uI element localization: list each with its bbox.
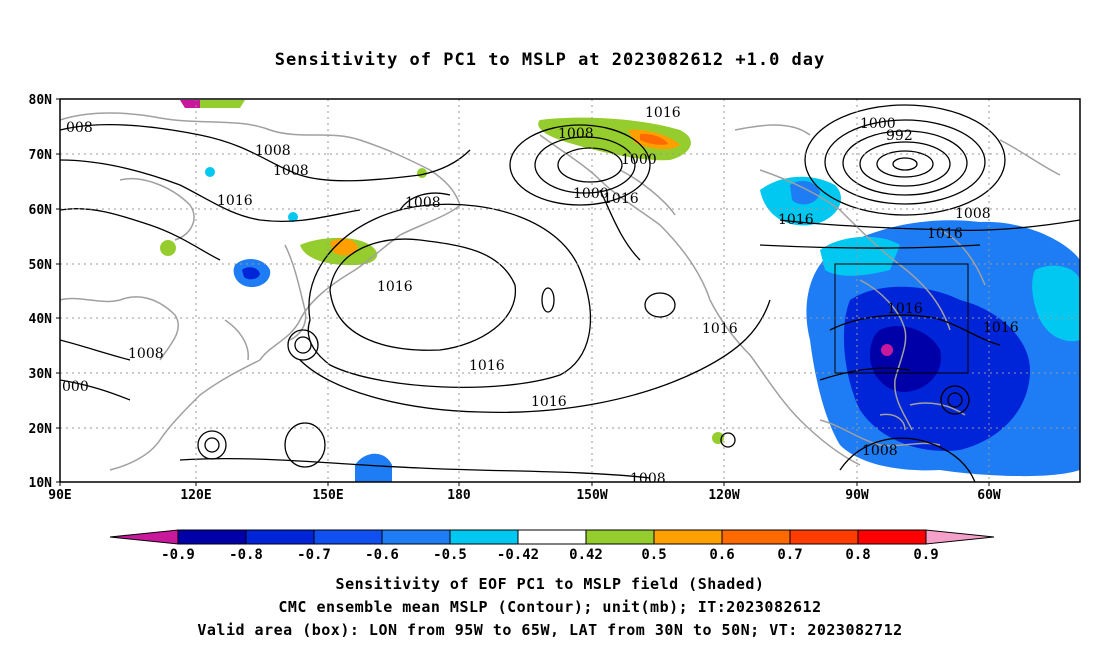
contour-label: 000 [62,379,89,395]
lat-label: 40N [29,312,53,327]
contour-label: 1016 [983,320,1019,336]
lon-label: 150E [312,488,343,503]
colorbar-tick-label: 0.7 [777,547,802,563]
colorbar-segment [381,529,451,545]
lon-label: 180 [447,488,471,503]
contour-label: 1016 [645,105,681,121]
colorbar-segment [313,529,383,545]
coastlines [60,112,1061,471]
colorbar-tick-label: -0.8 [229,547,263,563]
lon-label: 90W [845,488,869,503]
contour-label: 1000 [860,116,896,132]
contour-label: 1016 [778,212,814,228]
shading-small-blue-a [205,167,215,177]
shading-pacific-south [355,453,392,482]
colorbar-segment [449,529,519,545]
lon-label: 90E [48,488,71,503]
colorbar-tick-label: 0.42 [569,547,603,563]
shading-atlantic-edge [820,236,900,276]
contour-label: 1016 [217,193,253,209]
colorbar-tick-label: -0.42 [497,547,539,563]
contour-label: 1016 [927,226,963,242]
chart-title: Sensitivity of PC1 to MSLP at 2023082612… [274,50,826,70]
contour-label: 1016 [469,358,505,374]
colorbar-segment [653,529,723,545]
shading-small-blue-b [288,212,298,222]
contour-label: 1008 [405,195,441,211]
shading-green-spot-c [417,168,427,178]
shading-asia-core [242,267,260,280]
latitude-labels: 80N 70N 60N 50N 40N 30N 20N 10N [29,93,53,491]
shading-east-atlantic [1032,265,1080,342]
caption-valid-area: Valid area (box): LON from 95W to 65W, L… [197,621,903,639]
lon-label: 150W [576,488,607,503]
colorbar-tick-label: 0.8 [845,547,870,563]
contour-label: 1008 [862,443,898,459]
contour-label: 1000 [621,152,657,168]
contour-label: 1016 [702,321,738,337]
colorbar-tick-label: 0.9 [913,547,938,563]
lat-label: 50N [29,258,53,273]
colorbar: -0.9 -0.8 -0.7 -0.6 -0.5 -0.42 0.42 0.5 0.6 0.7 0.… [109,529,995,563]
colorbar-tick-label: -0.5 [433,547,467,563]
lat-label: 20N [29,422,53,437]
lon-label: 120E [180,488,211,503]
lat-label: 80N [29,93,53,108]
axis-ticks [56,98,990,486]
plot-frame [59,98,1081,483]
contour-label: 1008 [273,163,309,179]
contour-label: 1016 [531,394,567,410]
colorbar-segment [177,529,247,545]
contour-label: 1008 [255,143,291,159]
lon-label: 60W [977,488,1001,503]
contour-label: 1008 [558,126,594,142]
contour-label: 1016 [603,191,639,207]
shading-atlantic-deep [870,326,941,392]
contour-label-group: 008 1008 1008 1016 1008 1016 1008 1000 1… [62,105,1019,487]
pressure-contours [60,104,1080,482]
valid-area-box [834,263,969,374]
shading-labrador-core [790,180,820,205]
colorbar-tick-label: 0.5 [641,547,666,563]
colorbar-segment [517,529,587,545]
lon-label: 120W [708,488,739,503]
lat-label: 70N [29,148,53,163]
caption-shaded: Sensitivity of EOF PC1 to MSLP field (Sh… [335,575,765,593]
caption-contour: CMC ensemble mean MSLP (Contour); unit(m… [278,598,822,616]
contour-label: 992 [886,128,913,144]
lat-label: 10N [29,476,53,491]
lat-label: 30N [29,367,53,382]
contour-label: 1016 [377,279,413,295]
shading-green-spot-a [160,240,176,256]
colorbar-segment [585,529,655,545]
contour-label: 1016 [887,301,923,317]
shading-alaska-red [640,133,668,145]
colorbar-high-end [925,529,995,545]
colorbar-tick-label: 0.6 [709,547,734,563]
contour-label: 1000 [573,186,609,202]
shaded-regions [160,100,1080,482]
contour-label: 1008 [128,346,164,362]
shading-alaska-positive [538,117,691,161]
colorbar-segment [789,529,859,545]
contour-label: 1008 [955,206,991,222]
shading-green-spot-b [712,432,724,444]
contour-label: 1008 [630,471,666,487]
shading-siberia-orange [330,238,358,256]
grid-lines [60,99,1080,482]
colorbar-segment [245,529,315,545]
colorbar-segment [857,529,927,545]
colorbar-low-end [109,529,179,545]
contour-label: 008 [66,120,93,136]
shading-arctic-top-violet [180,100,200,108]
lat-label: 60N [29,203,53,218]
shading-magenta-spot [881,344,893,356]
colorbar-tick-label: -0.6 [365,547,399,563]
colorbar-tick-label: -0.9 [161,547,195,563]
colorbar-tick-label: -0.7 [297,547,331,563]
longitude-labels: 90E 120E 150E 180 150W 120W 90W 60W [48,488,1001,503]
colorbar-segment [721,529,791,545]
